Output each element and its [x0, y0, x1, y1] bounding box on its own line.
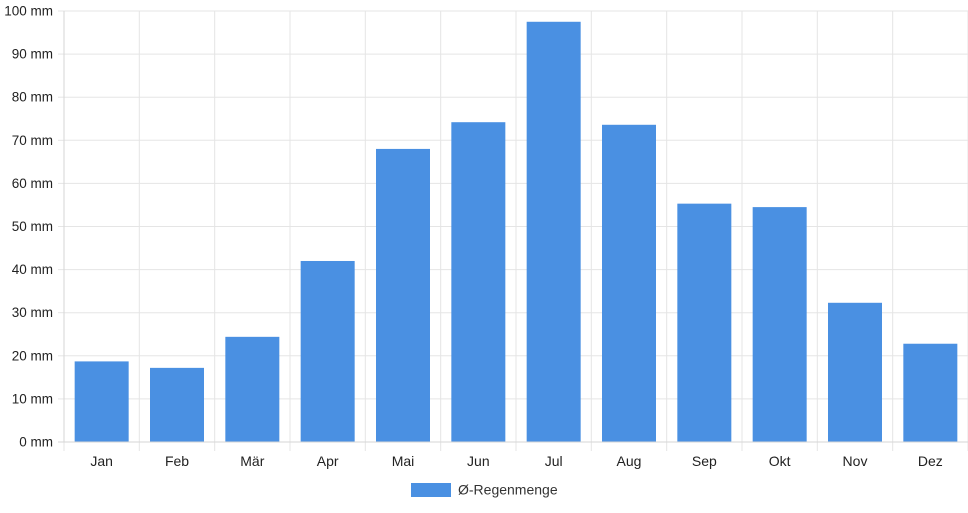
x-tick-label: Okt — [769, 453, 791, 469]
bar-layer — [74, 21, 958, 443]
x-tick-label: Mär — [240, 453, 264, 469]
y-tick-label: 20 mm — [12, 348, 53, 363]
bar-okt[interactable] — [752, 207, 807, 442]
x-tick-label: Aug — [617, 453, 642, 469]
legend-label: Ø-Regenmenge — [458, 482, 558, 498]
x-tick-label: Feb — [165, 453, 189, 469]
x-tick-label: Mai — [392, 453, 415, 469]
y-tick-label: 10 mm — [12, 391, 53, 406]
y-tick-label: 40 mm — [12, 262, 53, 277]
y-tick-label: 0 mm — [19, 435, 53, 450]
legend-swatch — [411, 483, 451, 497]
y-tick-label: 60 mm — [12, 176, 53, 191]
bar-jan[interactable] — [74, 361, 129, 442]
y-tick-label: 70 mm — [12, 133, 53, 148]
x-tick-label: Sep — [692, 453, 717, 469]
x-tick-label: Jun — [467, 453, 490, 469]
bar-mai[interactable] — [376, 148, 430, 443]
y-tick-label: 100 mm — [4, 4, 53, 19]
axis-layer: 0 mm 10 mm 20 mm 30 mm 40 mm 50 mm 60 mm 70 mm 8… — [4, 4, 968, 469]
bar-jun[interactable] — [451, 122, 506, 442]
bar-mär[interactable] — [225, 336, 280, 442]
x-tick-label: Nov — [843, 453, 868, 469]
x-tick-label: Dez — [918, 453, 943, 469]
x-tick-label: Apr — [317, 453, 339, 469]
y-tick-label: 80 mm — [12, 90, 53, 105]
bar-jul[interactable] — [526, 21, 581, 443]
bar-aug[interactable] — [602, 124, 656, 442]
y-tick-label: 90 mm — [12, 47, 53, 62]
x-tick-label: Jan — [90, 453, 113, 469]
bar-apr[interactable] — [300, 260, 355, 442]
legend: Ø-Regenmenge — [411, 482, 558, 498]
y-tick-label: 50 mm — [12, 219, 53, 234]
bar-sep[interactable] — [677, 203, 732, 442]
y-tick-label: 30 mm — [12, 305, 53, 320]
x-tick-label: Jul — [545, 453, 563, 469]
bar-feb[interactable] — [150, 367, 204, 442]
bar-dez[interactable] — [903, 343, 958, 442]
bar-nov[interactable] — [828, 302, 882, 442]
